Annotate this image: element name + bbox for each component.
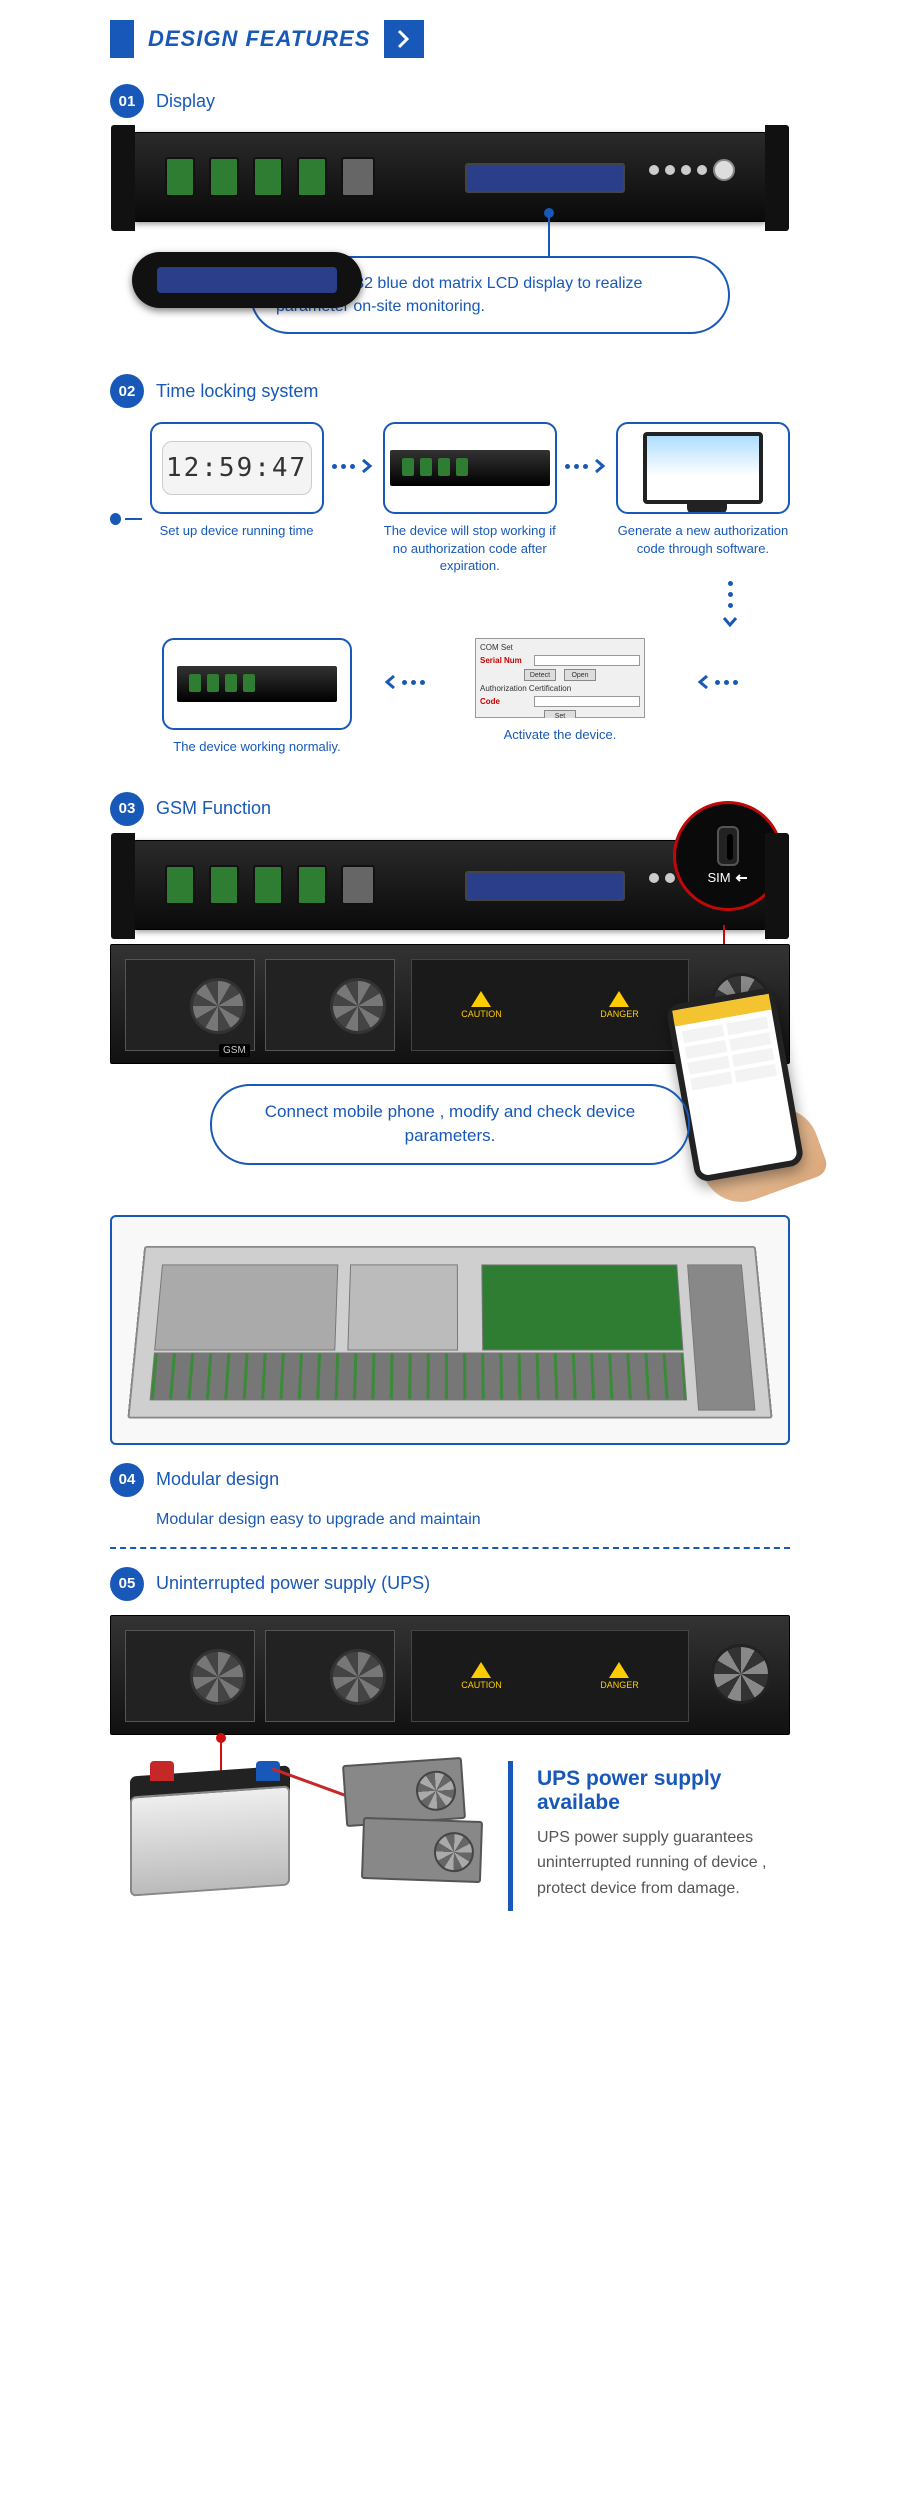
- flow-caption-2: The device will stop working if no autho…: [383, 522, 557, 575]
- title-03: GSM Function: [156, 798, 271, 819]
- vertical-divider: [508, 1761, 513, 1911]
- sim-slot-icon: [717, 826, 739, 866]
- arrow-left-icon: [695, 674, 738, 690]
- feature-05-heading: 05 Uninterrupted power supply (UPS): [110, 1567, 790, 1601]
- title-04: Modular design: [156, 1469, 279, 1490]
- dialog-illustration: COM Set Serial Num DetectOpen Authorizat…: [475, 638, 645, 718]
- title-01: Display: [156, 91, 215, 112]
- flow-row-top: 12:59:47 Set up device running time The …: [110, 422, 790, 575]
- mini-device-illustration: [390, 450, 550, 486]
- callout-03-text: Connect mobile phone , modify and check …: [265, 1102, 635, 1146]
- arrow-left-small-icon: [735, 873, 749, 883]
- badge-01: 01: [110, 84, 144, 118]
- device-front-illustration: SIM: [134, 840, 766, 930]
- lcd-screen: [465, 163, 625, 193]
- flow-caption-4: Activate the device.: [455, 726, 665, 744]
- mini-device-illustration: [177, 666, 337, 702]
- flow-row-bottom: The device working normaliy. COM Set Ser…: [110, 638, 790, 756]
- ups-box-title: UPS power supply availabe: [537, 1767, 790, 1815]
- sim-callout-badge: SIM: [673, 801, 783, 911]
- internals-illustration: [110, 1215, 790, 1445]
- flow-step-4: COM Set Serial Num DetectOpen Authorizat…: [455, 638, 665, 744]
- badge-03: 03: [110, 792, 144, 826]
- flow-step-5: The device working normaliy.: [162, 638, 352, 756]
- badge-05: 05: [110, 1567, 144, 1601]
- header-title: DESIGN FEATURES: [148, 26, 370, 52]
- callout-03: Connect mobile phone , modify and check …: [210, 1084, 690, 1165]
- battery-illustration: [110, 1761, 320, 1901]
- lcd-closeup-illustration: [132, 252, 362, 308]
- flow-step-2: The device will stop working if no autho…: [383, 422, 557, 575]
- divider-dashed: [110, 1547, 790, 1549]
- flow-caption-1: Set up device running time: [150, 522, 324, 540]
- desc-04: Modular design easy to upgrade and maint…: [156, 1511, 790, 1529]
- sim-label: SIM: [707, 870, 730, 885]
- flow-step-1: 12:59:47 Set up device running time: [150, 422, 324, 540]
- feature-04-heading: 04 Modular design: [110, 1463, 790, 1497]
- psu-modules-illustration: [344, 1761, 484, 1901]
- device-front-illustration: [134, 132, 766, 222]
- arrow-right-icon: [565, 458, 608, 474]
- feature-02-heading: 02 Time locking system: [110, 374, 790, 408]
- badge-02: 02: [110, 374, 144, 408]
- chevron-icon: [384, 20, 424, 58]
- header-accent-bar: [110, 20, 134, 58]
- pointer-line: [548, 212, 550, 256]
- arrow-left-icon: [382, 674, 425, 690]
- badge-04: 04: [110, 1463, 144, 1497]
- ups-detail-row: UPS power supply availabe UPS power supp…: [110, 1761, 790, 1911]
- flow-caption-3: Generate a new authorization code throug…: [616, 522, 790, 557]
- flow-start-dot: [110, 513, 121, 525]
- gsm-port-label: GSM: [219, 1044, 250, 1057]
- callout-01: Adopt 144*32 blue dot matrix LCD display…: [250, 256, 730, 334]
- arrow-right-icon: [332, 458, 375, 474]
- device-back-illustration: CAUTION DANGER: [110, 1615, 790, 1735]
- dialog-group1: COM Set: [480, 643, 640, 652]
- title-05: Uninterrupted power supply (UPS): [156, 1573, 430, 1594]
- feature-01-heading: 01 Display: [110, 84, 790, 118]
- flow-caption-5: The device working normaliy.: [162, 738, 352, 756]
- title-02: Time locking system: [156, 381, 318, 402]
- ups-box-desc: UPS power supply guarantees uninterrupte…: [537, 1825, 790, 1902]
- section-header: DESIGN FEATURES: [110, 20, 790, 58]
- arrow-down-icon: [670, 581, 790, 628]
- dialog-group2: Authorization Certification: [480, 684, 640, 693]
- clock-illustration: 12:59:47: [162, 441, 312, 495]
- monitor-illustration: [643, 432, 763, 504]
- flow-step-3: Generate a new authorization code throug…: [616, 422, 790, 557]
